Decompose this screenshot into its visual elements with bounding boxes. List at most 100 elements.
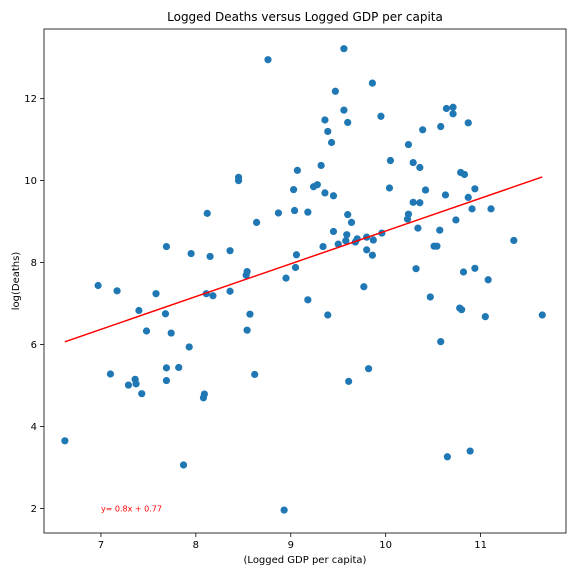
data-point bbox=[304, 208, 312, 216]
data-point bbox=[187, 249, 195, 258]
data-point bbox=[458, 306, 466, 314]
data-point bbox=[243, 326, 251, 334]
data-point bbox=[340, 45, 348, 53]
data-point bbox=[293, 166, 302, 174]
data-point bbox=[452, 216, 460, 224]
data-point bbox=[161, 310, 170, 318]
data-point bbox=[324, 311, 332, 319]
data-point bbox=[234, 173, 243, 181]
data-point bbox=[252, 218, 261, 227]
data-point bbox=[385, 184, 394, 192]
data-point bbox=[327, 138, 336, 147]
x-tick-label: 9 bbox=[288, 540, 294, 551]
data-point bbox=[404, 210, 413, 218]
data-point bbox=[124, 381, 133, 389]
data-point bbox=[416, 199, 424, 207]
fit-line bbox=[64, 176, 543, 343]
x-axis-label: (Logged GDP per capita) bbox=[244, 555, 367, 566]
data-point bbox=[481, 313, 489, 321]
chart-title: Logged Deaths versus Logged GDP per capi… bbox=[167, 10, 443, 24]
y-tick-label: 6 bbox=[31, 340, 37, 351]
data-point bbox=[441, 191, 450, 199]
data-point bbox=[437, 122, 445, 131]
data-point bbox=[369, 236, 377, 244]
data-point bbox=[360, 283, 368, 291]
data-point bbox=[342, 237, 350, 245]
x-tick-label: 10 bbox=[379, 540, 392, 551]
data-point bbox=[138, 390, 146, 398]
data-point bbox=[471, 185, 479, 193]
data-point bbox=[436, 226, 444, 234]
data-point bbox=[324, 127, 332, 136]
data-point bbox=[319, 242, 327, 251]
data-point bbox=[280, 506, 288, 514]
data-point bbox=[437, 338, 445, 346]
data-point bbox=[329, 192, 338, 200]
data-point bbox=[344, 118, 352, 127]
x-axis-ticks: 7 8 9 10 11 bbox=[98, 533, 487, 551]
y-tick-label: 12 bbox=[24, 94, 37, 105]
data-point bbox=[304, 296, 312, 304]
data-point bbox=[179, 461, 188, 469]
data-point bbox=[331, 87, 339, 95]
data-point bbox=[409, 158, 417, 167]
data-point bbox=[274, 209, 283, 217]
data-point bbox=[343, 231, 351, 239]
x-tick-label: 7 bbox=[98, 540, 104, 551]
data-point bbox=[414, 224, 422, 232]
data-point bbox=[347, 218, 356, 227]
data-point bbox=[340, 106, 348, 114]
data-point bbox=[321, 189, 329, 197]
data-point bbox=[459, 268, 468, 276]
data-point bbox=[460, 170, 469, 179]
data-point bbox=[466, 447, 474, 455]
data-point bbox=[419, 126, 427, 134]
data-point bbox=[61, 437, 69, 445]
x-tick-label: 8 bbox=[193, 540, 199, 551]
data-point bbox=[464, 119, 472, 127]
data-point bbox=[487, 205, 495, 213]
fit-equation-annotation: y= 0.8x + 0.77 bbox=[101, 504, 162, 513]
data-point bbox=[185, 343, 193, 351]
data-point bbox=[484, 276, 492, 284]
data-point bbox=[162, 376, 171, 385]
data-point bbox=[377, 112, 385, 120]
data-point bbox=[442, 104, 451, 113]
data-point bbox=[175, 363, 183, 372]
data-point bbox=[329, 227, 338, 236]
y-axis-label: log(Deaths) bbox=[11, 252, 22, 311]
data-point bbox=[426, 293, 434, 301]
data-point bbox=[334, 240, 342, 248]
data-point bbox=[167, 329, 175, 337]
data-point bbox=[313, 181, 321, 189]
data-point bbox=[412, 265, 420, 273]
data-point bbox=[132, 380, 140, 388]
data-point bbox=[290, 186, 298, 194]
data-point bbox=[209, 292, 217, 300]
data-point bbox=[246, 310, 254, 318]
data-point bbox=[386, 156, 395, 165]
y-tick-label: 10 bbox=[24, 176, 37, 187]
data-point bbox=[364, 365, 373, 373]
data-point bbox=[226, 247, 234, 255]
data-point bbox=[443, 453, 451, 461]
y-axis-ticks: 2 4 6 8 10 12 bbox=[24, 94, 44, 515]
data-point bbox=[200, 390, 208, 398]
data-point bbox=[321, 116, 329, 124]
data-point bbox=[243, 267, 251, 276]
data-point bbox=[449, 110, 457, 118]
data-point bbox=[433, 242, 441, 250]
data-point bbox=[290, 206, 299, 215]
data-point bbox=[106, 370, 115, 378]
fit-line-group bbox=[64, 176, 543, 343]
data-point bbox=[251, 370, 259, 379]
data-point bbox=[538, 311, 546, 319]
data-point bbox=[113, 287, 121, 295]
data-point bbox=[203, 209, 211, 217]
data-point bbox=[468, 205, 476, 213]
data-point bbox=[264, 56, 272, 64]
data-point bbox=[510, 236, 518, 245]
data-point bbox=[94, 281, 102, 290]
